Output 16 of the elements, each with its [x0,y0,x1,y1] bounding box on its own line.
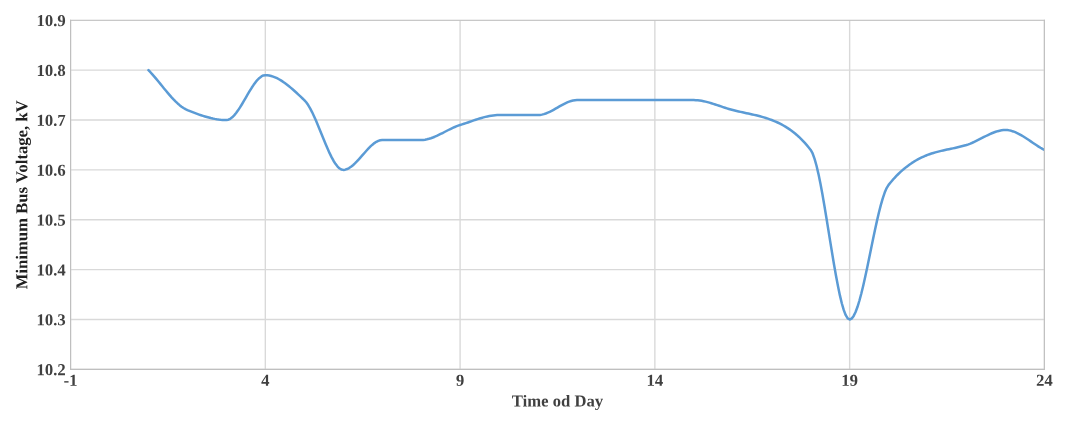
y-tick-label: 10.5 [37,214,66,226]
x-tick-label: 9 [456,374,464,386]
y-tick-label: 10.9 [37,15,66,27]
y-tick-label: 10.6 [37,164,66,176]
x-tick-label: 19 [842,374,858,386]
x-tick-label: 14 [647,374,663,386]
x-axis-title: Time od Day [512,394,604,411]
y-tick-label: 10.7 [37,114,66,127]
y-tick-label: 10.3 [37,314,66,326]
y-tick-label: 10.8 [37,64,66,77]
x-tick-label: 24 [1036,374,1053,386]
y-tick-label: 10.4 [37,264,66,276]
x-tick-label: -1 [64,374,77,386]
x-tick-label: 4 [261,374,270,386]
y-tick-label: 10.2 [37,364,65,376]
y-axis-title: Minimum Bus Voltage, kV [15,100,31,290]
